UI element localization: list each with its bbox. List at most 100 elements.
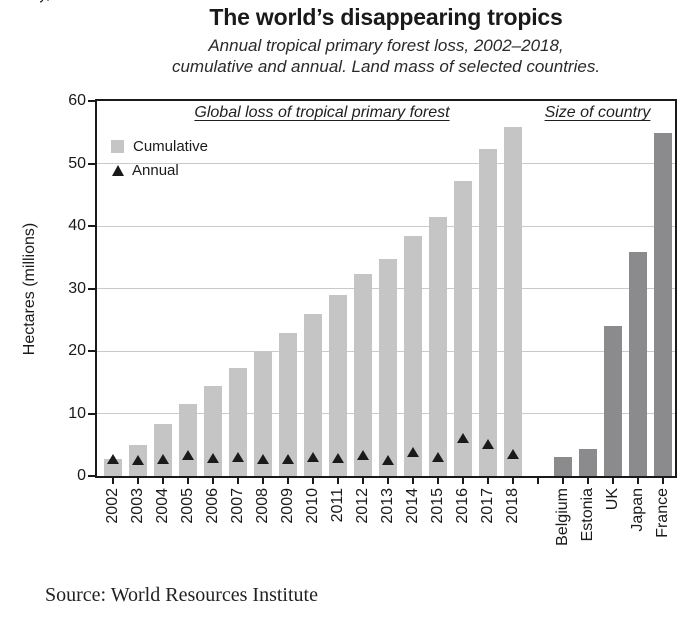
x-tick-2014 <box>412 476 414 484</box>
plot-area: Global loss of tropical primary forest S… <box>68 92 677 546</box>
x-tick-Belgium <box>562 476 564 484</box>
annual-marker-2013 <box>382 455 394 466</box>
x-tick-UK <box>612 476 614 484</box>
y-tick-label-60: 60 <box>68 92 86 109</box>
cumulative-bar-2017 <box>479 149 497 476</box>
legend: Cumulative Annual <box>111 134 208 182</box>
annual-marker-2017 <box>482 439 494 450</box>
y-tick-label-0: 0 <box>77 467 86 484</box>
section-header-size-of-country: Size of country <box>544 104 651 121</box>
x-tick-2007 <box>237 476 239 484</box>
country-bar-Japan <box>629 252 647 476</box>
cumulative-bar-2005 <box>179 404 197 476</box>
y-tick-10 <box>88 412 95 415</box>
y-gridline-40 <box>97 225 675 227</box>
x-tick-2010 <box>312 476 314 484</box>
x-label-2015: 2015 <box>429 488 446 524</box>
cumulative-bar-2009 <box>279 332 297 476</box>
annual-marker-2002 <box>107 454 119 465</box>
cumulative-bar-2007 <box>229 367 247 476</box>
cumulative-bar-2016 <box>454 181 472 476</box>
y-tick-label-10: 10 <box>68 404 86 422</box>
x-label-2003: 2003 <box>129 488 146 524</box>
x-tick-2008 <box>262 476 264 484</box>
cumulative-bar-2012 <box>354 273 372 476</box>
country-bar-UK <box>604 326 622 476</box>
cumulative-bar-2010 <box>304 313 322 476</box>
y-tick-label-20: 20 <box>68 342 86 359</box>
x-label-Belgium: Belgium <box>554 488 571 546</box>
x-tick-2004 <box>162 476 164 484</box>
x-tick-Japan <box>637 476 639 484</box>
y-tick-40 <box>88 225 95 227</box>
x-label-2011: 2011 <box>329 488 346 523</box>
x-label-2005: 2005 <box>179 488 196 524</box>
y-tick-60 <box>88 100 95 102</box>
x-tick-2009 <box>287 476 289 484</box>
x-label-2009: 2009 <box>279 488 296 524</box>
cumulative-bar-2018 <box>504 127 522 476</box>
annual-marker-2018 <box>507 449 519 460</box>
x-label-2007: 2007 <box>229 488 246 524</box>
x-label-2004: 2004 <box>154 488 171 524</box>
country-bar-Belgium <box>554 457 572 476</box>
annual-marker-2008 <box>257 454 269 465</box>
annual-marker-2015 <box>432 452 444 463</box>
annual-marker-2009 <box>282 453 294 464</box>
annual-marker-2012 <box>357 449 369 460</box>
y-tick-30 <box>88 287 95 290</box>
chart-subtitle: Annual tropical primary forest loss, 200… <box>72 35 700 77</box>
country-bar-Estonia <box>579 448 597 476</box>
x-label-2012: 2012 <box>354 488 371 524</box>
cumulative-bar-2008 <box>254 351 272 476</box>
cumulative-bar-2011 <box>329 294 347 476</box>
x-tick-2006 <box>212 476 214 484</box>
x-tick-2015 <box>437 476 439 484</box>
annual-marker-2011 <box>332 452 344 463</box>
y-tick-label-40: 40 <box>68 217 86 234</box>
x-label-2016: 2016 <box>454 488 471 524</box>
annual-marker-2016 <box>457 432 469 443</box>
annual-marker-2006 <box>207 452 219 463</box>
x-label-2013: 2013 <box>379 488 396 524</box>
cumulative-bar-2014 <box>404 236 422 476</box>
y-tick-label-50: 50 <box>68 154 86 172</box>
legend-item-cumulative: Cumulative <box>111 134 208 158</box>
subtitle-line-1: Annual tropical primary forest loss, 200… <box>208 36 564 55</box>
annual-marker-2003 <box>132 455 144 466</box>
x-tick-France <box>662 476 664 484</box>
source-credit: Source: World Resources Institute <box>45 584 318 606</box>
legend-label-annual: Annual <box>132 161 179 179</box>
y-tick-label-30: 30 <box>68 279 86 297</box>
x-tick-2018 <box>512 476 514 484</box>
cumulative-bar-2013 <box>379 259 397 476</box>
legend-label-cumulative: Cumulative <box>133 137 209 155</box>
chart-title: The world’s disappearing tropics <box>209 4 563 30</box>
x-tick-2017 <box>487 476 489 484</box>
cropped-text-artifact: y, <box>40 0 51 5</box>
x-label-2002: 2002 <box>104 488 121 524</box>
chart-header: The world’s disappearing tropics Annual … <box>72 4 700 77</box>
x-label-Japan: Japan <box>629 488 646 532</box>
country-bar-France <box>654 132 672 476</box>
y-gridline-50 <box>97 163 675 164</box>
x-label-2006: 2006 <box>204 488 221 524</box>
annual-marker-2010 <box>307 451 319 462</box>
y-tick-20 <box>88 350 95 352</box>
x-label-France: France <box>654 488 671 538</box>
subtitle-line-2: cumulative and annual. Land mass of sele… <box>171 57 601 76</box>
x-label-2014: 2014 <box>404 488 421 524</box>
x-label-Estonia: Estonia <box>579 488 596 542</box>
annual-marker-2007 <box>232 452 244 463</box>
cumulative-bar-2015 <box>429 217 447 476</box>
x-tick-Estonia <box>587 476 589 484</box>
cumulative-bar-2004 <box>154 424 172 476</box>
section-header-global-loss: Global loss of tropical primary forest <box>194 104 450 121</box>
x-tick-2016 <box>462 476 464 484</box>
x-label-2010: 2010 <box>304 488 321 524</box>
x-label-2017: 2017 <box>479 488 496 524</box>
y-tick-0 <box>88 475 95 477</box>
annual-marker-2005 <box>182 450 194 461</box>
x-tick-spacer <box>537 476 539 484</box>
